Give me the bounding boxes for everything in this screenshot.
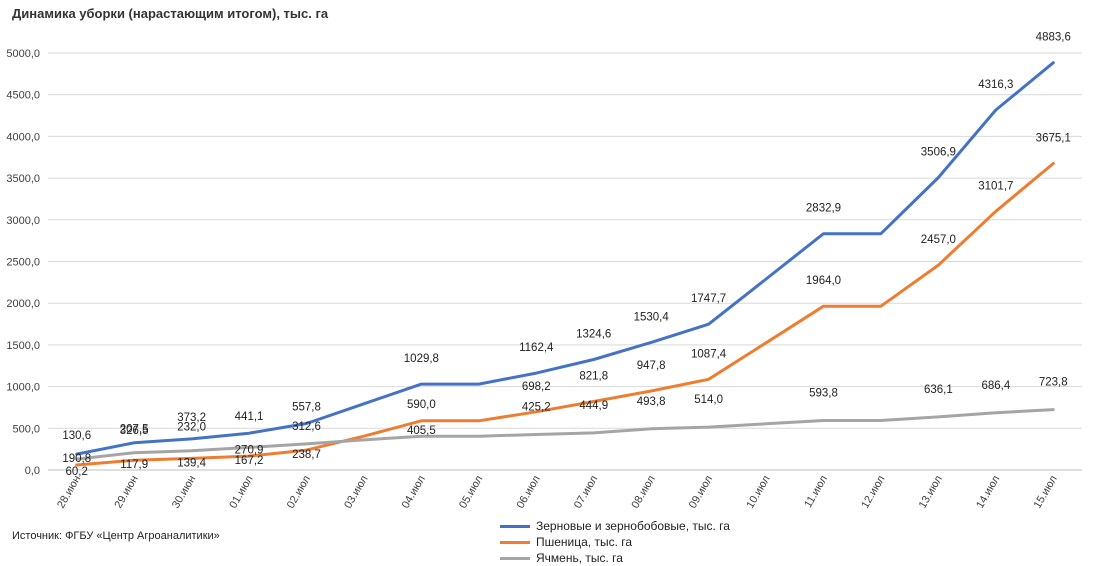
data-label-wheat: 60,2 [66, 466, 88, 478]
data-label-wheat: 821,8 [579, 370, 608, 382]
data-label-barley: 405,5 [407, 425, 436, 437]
x-tick-label: 09.июл [687, 474, 715, 511]
data-label-grain: 1162,4 [519, 342, 554, 354]
legend-label-grain: Зерновые и зернобобовые, тыс. га [536, 519, 730, 533]
data-label-barley: 493,8 [637, 396, 666, 408]
x-tick-label: 02.июл [285, 474, 313, 511]
x-tick-label: 08.июл [629, 474, 657, 511]
data-label-wheat: 167,2 [235, 455, 264, 467]
data-label-barley: 444,9 [579, 400, 608, 412]
y-tick-label: 2000,0 [6, 298, 40, 310]
data-label-wheat: 3101,7 [978, 180, 1013, 192]
chart-legend: Зерновые и зернобобовые, тыс. га Пшеница… [500, 518, 730, 566]
legend-item-barley[interactable]: Ячмень, тыс. га [500, 550, 730, 566]
data-label-barley: 270,9 [235, 444, 264, 456]
data-label-wheat: 1087,4 [691, 348, 727, 360]
y-tick-label: 500,0 [12, 423, 40, 435]
x-tick-label: 30.июн [170, 474, 198, 511]
data-label-grain: 4883,6 [1036, 32, 1071, 44]
data-label-wheat: 590,0 [407, 399, 436, 411]
data-label-wheat: 1964,0 [806, 275, 841, 287]
data-label-barley: 232,0 [177, 422, 206, 434]
data-label-grain: 557,8 [292, 401, 321, 413]
data-label-barley: 636,1 [924, 384, 953, 396]
y-tick-label: 5000,0 [6, 48, 40, 60]
y-axis-ticks: 0,0 500,0 1000,0 1500,0 2000,0 2500,0 3000,0 35… [6, 48, 40, 477]
x-axis-ticks: 28.июн 29.июн 30.июн 01.июл 02.июл 03.июл 04.и… [55, 473, 1060, 510]
legend-label-barley: Ячмень, тыс. га [536, 551, 623, 565]
y-tick-label: 1000,0 [6, 382, 40, 394]
data-label-barley: 130,6 [62, 430, 91, 442]
legend-swatch-wheat [500, 540, 530, 544]
data-label-wheat: 117,9 [120, 459, 148, 471]
data-label-grain: 4316,3 [978, 79, 1013, 91]
y-tick-label: 3500,0 [6, 173, 40, 185]
x-tick-label: 10.июл [744, 474, 772, 511]
x-tick-label: 13.июл [917, 474, 945, 511]
x-tick-label: 11.июл [802, 474, 830, 510]
x-tick-label: 06.июл [515, 474, 543, 511]
series-lines [75, 61, 1055, 467]
x-tick-label: 28.июн [55, 474, 83, 511]
x-tick-label: 14.июл [974, 473, 1002, 510]
legend-swatch-grain [500, 524, 530, 528]
data-label-barley: 425,2 [522, 402, 551, 414]
x-tick-label: 07.июл [572, 474, 600, 511]
data-label-wheat: 698,2 [522, 381, 551, 393]
data-label-barley: 312,6 [292, 421, 321, 433]
chart-title: Динамика уборки (нарастающим итогом), ты… [12, 6, 329, 21]
data-label-wheat: 139,4 [177, 457, 206, 469]
legend-item-grain[interactable]: Зерновые и зернобобовые, тыс. га [500, 518, 730, 534]
data-labels: 190,8 326,5 373,2 441,1 557,8 1029,8 1162,4 132… [62, 32, 1071, 478]
data-label-wheat: 238,7 [292, 449, 321, 461]
data-label-grain: 1530,4 [634, 311, 670, 323]
data-label-grain: 1324,6 [576, 329, 611, 341]
data-label-barley: 207,5 [120, 424, 149, 436]
gridlines [48, 52, 1082, 471]
data-label-grain: 1747,7 [691, 293, 726, 305]
x-tick-label: 03.июл [342, 474, 370, 511]
data-label-grain: 3506,9 [921, 147, 956, 159]
data-label-grain: 190,8 [62, 453, 91, 465]
x-tick-label: 15.июл [1032, 474, 1060, 511]
data-label-grain: 441,1 [235, 411, 264, 423]
legend-swatch-barley [500, 556, 530, 560]
data-label-wheat: 2457,0 [921, 234, 956, 246]
series-line-wheat [75, 162, 1055, 467]
data-label-wheat: 3675,1 [1036, 132, 1071, 144]
legend-label-wheat: Пшеница, тыс. га [536, 535, 633, 549]
y-tick-label: 3000,0 [6, 215, 40, 227]
y-tick-label: 0,0 [25, 465, 40, 477]
data-label-barley: 723,8 [1039, 377, 1068, 389]
x-tick-label: 01.июл [227, 474, 255, 511]
x-tick-label: 05.июл [457, 474, 485, 511]
y-tick-label: 1500,0 [6, 340, 40, 352]
y-tick-label: 4000,0 [6, 131, 40, 143]
data-label-grain: 373,2 [177, 412, 206, 424]
x-tick-label: 12.июл [859, 474, 887, 511]
data-label-barley: 686,4 [981, 380, 1010, 392]
legend-item-wheat[interactable]: Пшеница, тыс. га [500, 534, 730, 550]
data-label-wheat: 947,8 [637, 360, 666, 372]
data-label-grain: 2832,9 [806, 203, 841, 215]
y-tick-label: 4500,0 [6, 90, 40, 102]
source-note: Источник: ФГБУ «Центр Агроаналитики» [12, 530, 220, 542]
x-tick-label: 29.июн [112, 474, 140, 511]
data-label-grain: 1029,8 [404, 353, 439, 365]
series-line-grain [75, 61, 1055, 456]
series-line-barley [75, 408, 1055, 461]
data-label-barley: 593,8 [809, 387, 838, 399]
x-tick-label: 04.июл [400, 474, 428, 511]
data-label-grain: 326,5 [120, 425, 149, 437]
data-label-barley: 514,0 [694, 394, 723, 406]
y-tick-label: 2500,0 [6, 257, 40, 269]
